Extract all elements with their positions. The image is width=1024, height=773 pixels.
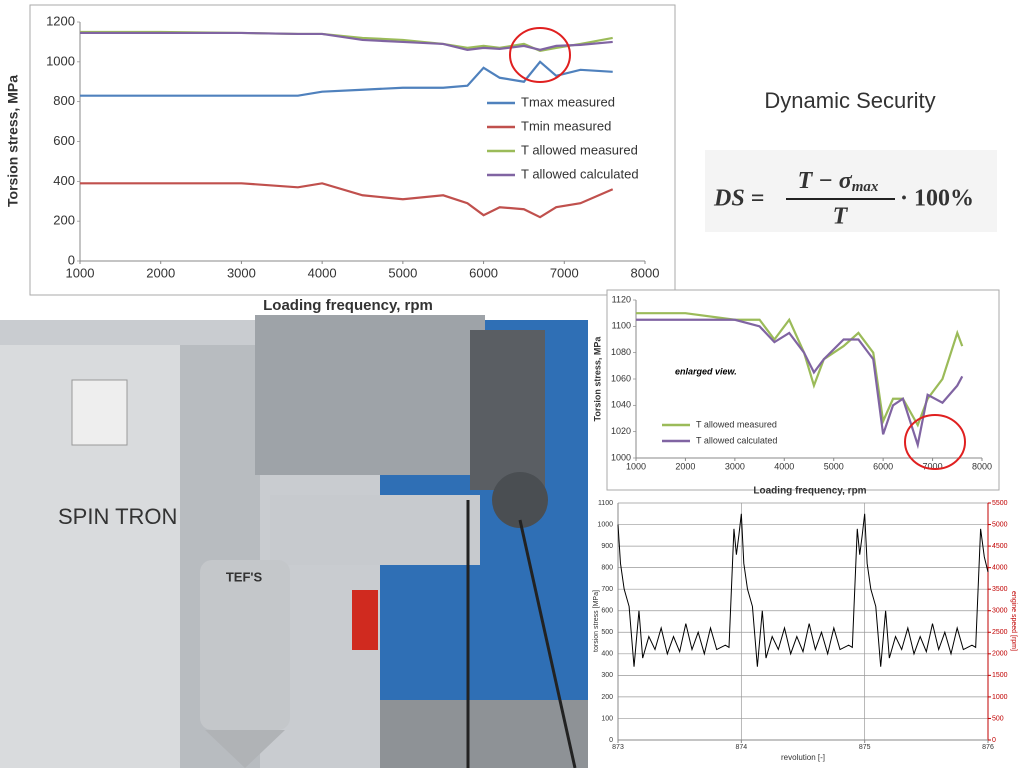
photo-label: TEF'S <box>226 569 263 584</box>
x-tick-label: 875 <box>859 744 871 751</box>
series-line <box>80 31 613 52</box>
x-tick-label: 4000 <box>774 461 794 471</box>
y2-tick-label: 5000 <box>992 521 1008 528</box>
y-tick-label: 400 <box>53 173 75 188</box>
y-tick-label: 300 <box>601 672 613 679</box>
y-tick-label: 1200 <box>46 13 75 28</box>
x-tick-label: 5000 <box>824 461 844 471</box>
series-line <box>636 318 964 450</box>
y-tick-label: 400 <box>601 651 613 658</box>
x-tick-label: 873 <box>612 744 624 751</box>
y-tick-label: 200 <box>601 694 613 701</box>
x-tick-label: 6000 <box>469 265 498 280</box>
series-line <box>80 182 614 219</box>
y2-tick-label: 1500 <box>992 672 1008 679</box>
x-axis-label: Loading frequency, rpm <box>753 486 866 497</box>
x-tick-label: 5000 <box>388 265 417 280</box>
slide-title: Dynamic Security <box>764 88 935 113</box>
x-tick-label: 7000 <box>923 461 943 471</box>
x-axis-label: revolution [-] <box>781 753 825 762</box>
y-tick-label: 600 <box>601 608 613 615</box>
y2-tick-label: 4500 <box>992 543 1008 550</box>
y2-tick-label: 1000 <box>992 694 1008 701</box>
y2-tick-label: 0 <box>992 737 996 744</box>
photo: SPIN TRON TEF'S <box>0 315 588 769</box>
y2-tick-label: 3500 <box>992 586 1008 593</box>
x-tick-label: 2000 <box>146 265 175 280</box>
x-tick-label: 2000 <box>675 461 695 471</box>
y-tick-label: 1100 <box>612 321 631 331</box>
legend-label: Tmin measured <box>521 118 611 133</box>
y-tick-label: 1060 <box>611 373 631 383</box>
y-tick-label: 1040 <box>611 400 631 410</box>
series-line <box>617 513 989 667</box>
formula-lhs: DS = <box>713 186 764 212</box>
highlight-circle <box>509 27 571 83</box>
x-tick-label: 876 <box>982 744 994 751</box>
y2-tick-label: 2000 <box>992 651 1008 658</box>
y-tick-label: 200 <box>53 213 75 228</box>
y-tick-label: 800 <box>53 93 75 108</box>
y2-tick-label: 500 <box>992 715 1004 722</box>
formula-denominator: T <box>833 204 849 230</box>
legend-label: T allowed measured <box>696 419 777 429</box>
y-tick-label: 1120 <box>612 294 631 304</box>
x-tick-label: 874 <box>735 744 747 751</box>
y-tick-label: 1000 <box>611 452 631 462</box>
legend-label: T allowed calculated <box>696 435 777 445</box>
x-axis-label: Loading frequency, rpm <box>263 297 433 314</box>
y-tick-label: 1100 <box>598 500 613 507</box>
y2-tick-label: 4000 <box>992 564 1008 571</box>
y-axis-label: Torsion stress, MPa <box>592 336 602 422</box>
y-tick-label: 1000 <box>46 53 75 68</box>
x-tick-label: 4000 <box>308 265 337 280</box>
y2-tick-label: 2500 <box>992 629 1008 636</box>
photo-label: SPIN TRON <box>58 504 177 529</box>
x-tick-label: 7000 <box>550 265 579 280</box>
formula-numerator: T − σmax <box>798 168 879 196</box>
x-tick-label: 3000 <box>725 461 745 471</box>
y-tick-label: 700 <box>601 586 613 593</box>
formula: DS = T − σmax T · 100% <box>705 150 997 232</box>
y-tick-label: 0 <box>68 252 75 267</box>
y-axis-label: torsion stress [MPa] <box>593 590 600 652</box>
x-tick-label: 1000 <box>66 265 95 280</box>
y-tick-label: 1000 <box>597 521 613 528</box>
y-tick-label: 1020 <box>611 426 631 436</box>
annotation: enlarged view. <box>675 366 737 376</box>
y2-tick-label: 5500 <box>992 500 1008 507</box>
y-tick-label: 0 <box>609 737 613 744</box>
formula-numerator: T − σ <box>798 168 853 194</box>
formula-subscript: max <box>852 179 879 195</box>
x-tick-label: 1000 <box>626 461 646 471</box>
series-line <box>80 60 613 97</box>
y-tick-label: 800 <box>601 564 613 571</box>
y-tick-label: 500 <box>601 629 613 636</box>
y-tick-label: 100 <box>601 715 613 722</box>
legend-label: Tmax measured <box>521 94 615 109</box>
formula-tail: · 100% <box>900 186 974 212</box>
legend-label: T allowed measured <box>521 142 638 157</box>
x-tick-label: 6000 <box>873 461 893 471</box>
y2-axis-label: engine speed [rpm] <box>1010 591 1017 651</box>
legend-label: T allowed calculated <box>521 166 639 181</box>
x-tick-label: 3000 <box>227 265 256 280</box>
y-tick-label: 900 <box>601 543 613 550</box>
y-tick-label: 1080 <box>611 347 631 357</box>
chart-frame <box>29 4 676 296</box>
x-tick-label: 8000 <box>631 265 660 280</box>
y-axis-label: Torsion stress, MPa <box>5 75 21 207</box>
y-tick-label: 600 <box>53 133 75 148</box>
highlight-circle <box>904 414 966 470</box>
y2-tick-label: 3000 <box>992 608 1008 615</box>
x-tick-label: 8000 <box>972 461 992 471</box>
